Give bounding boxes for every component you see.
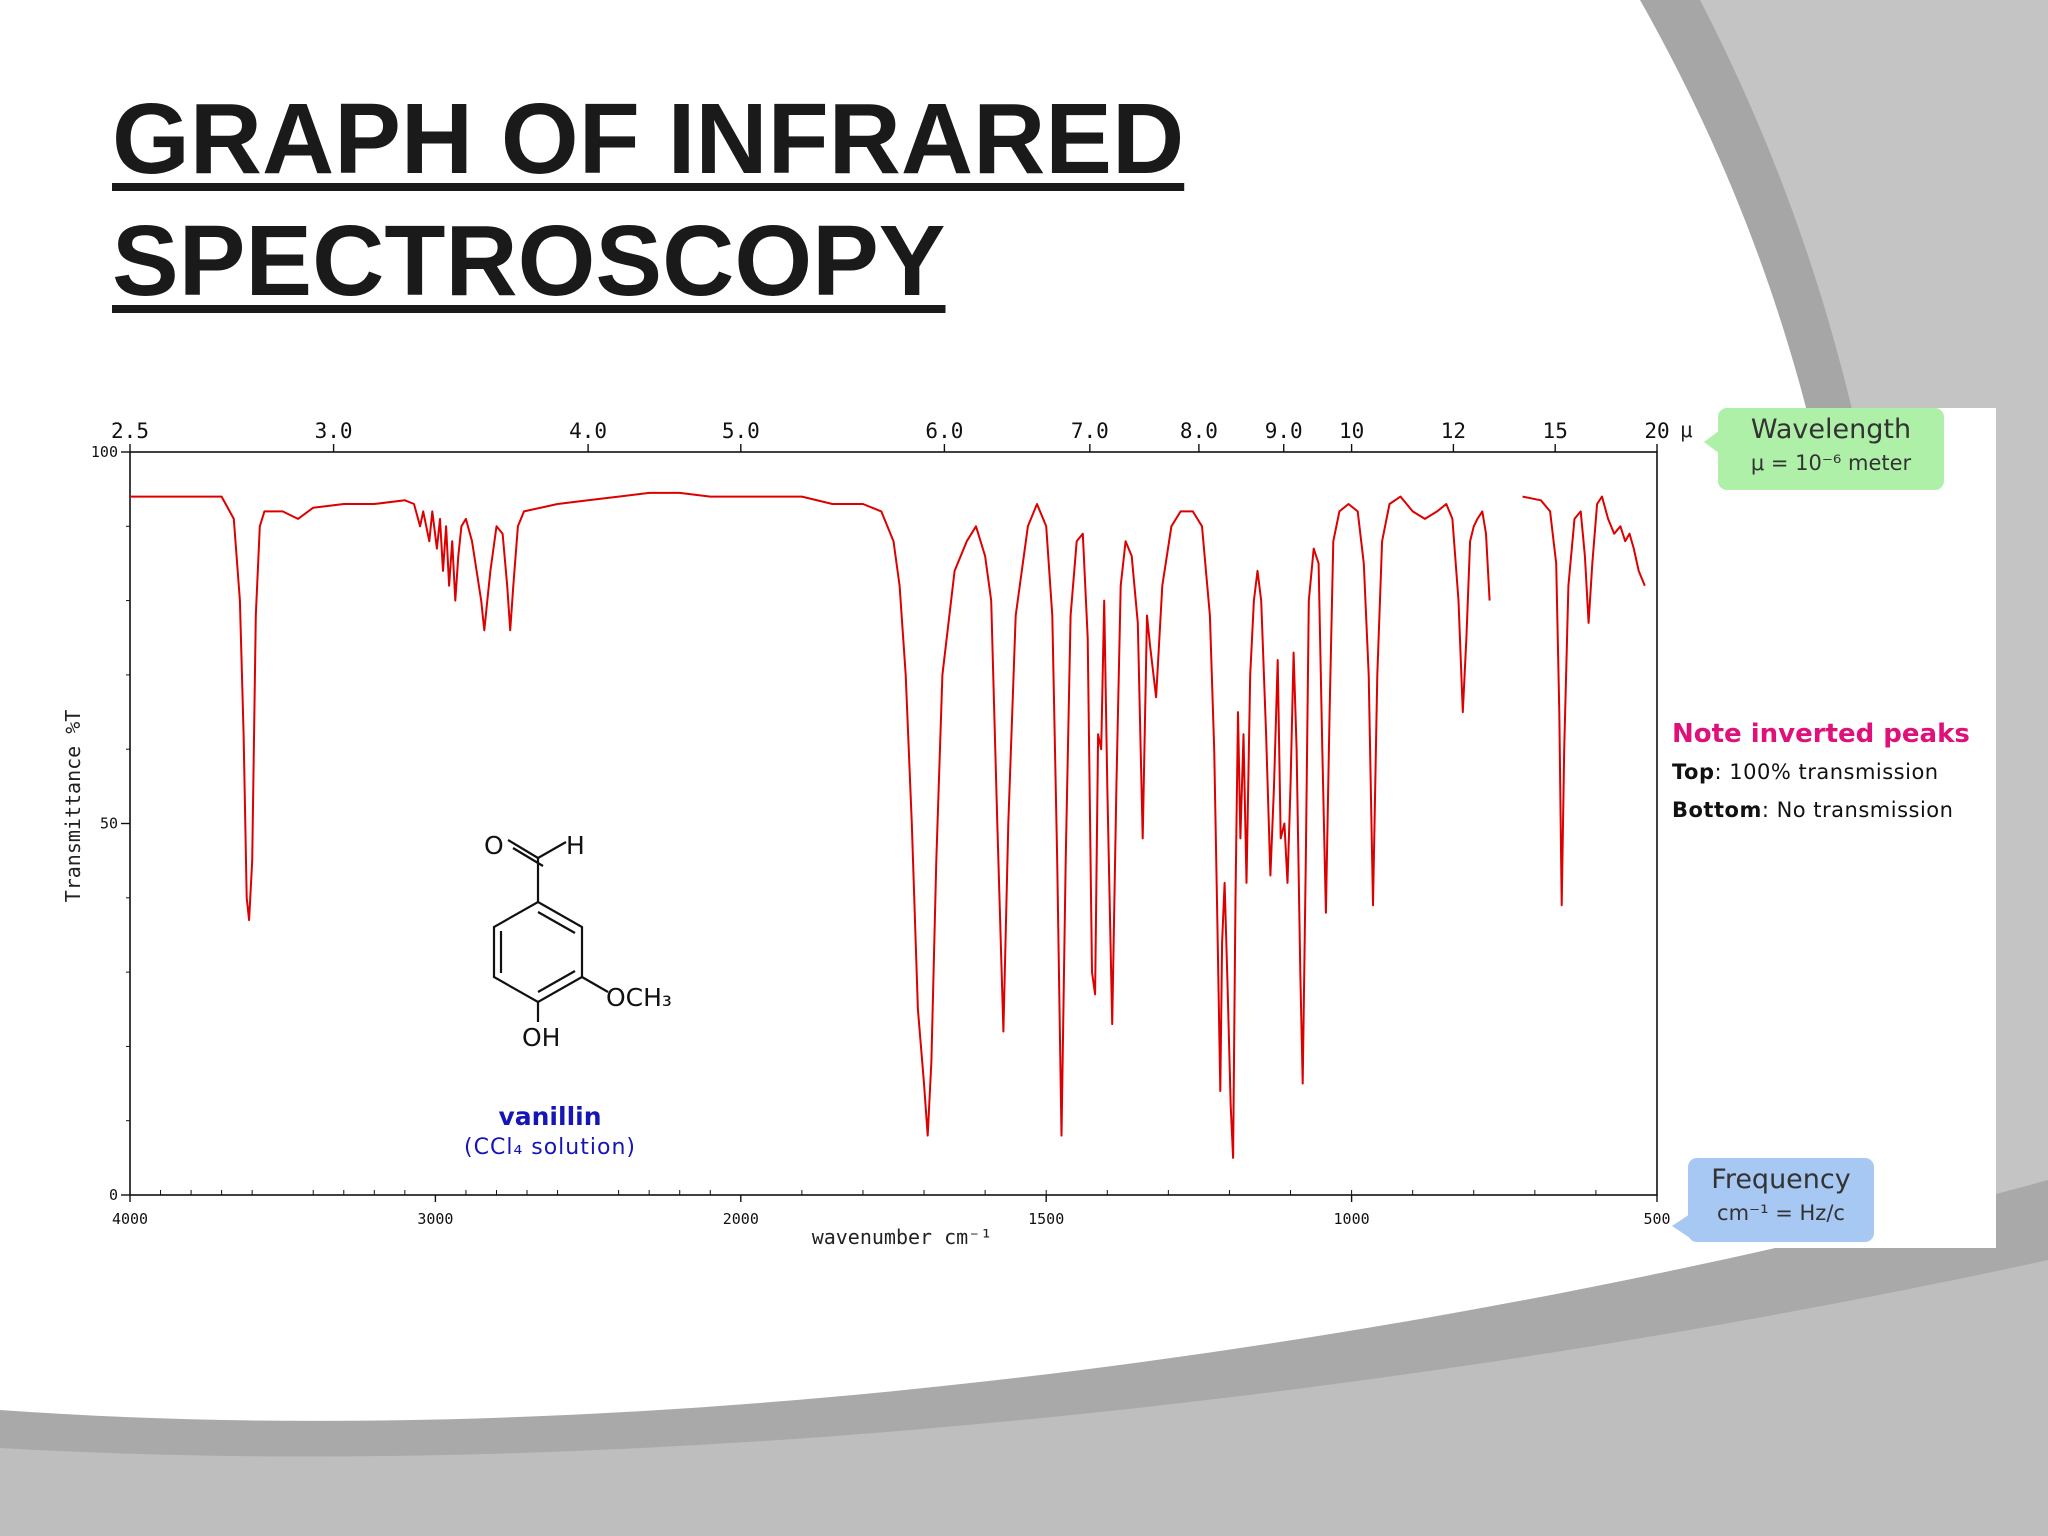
wavelength-callout-title: Wavelength (1750, 414, 1912, 445)
top-tick-label: 7.0 (1071, 419, 1109, 443)
molecule-solvent: (CCl₄ solution) (464, 1135, 636, 1160)
top-tick-label: 3.0 (315, 419, 353, 443)
frequency-callout-title: Frequency (1711, 1164, 1851, 1195)
swoosh-bottom-light (0, 1260, 2048, 1536)
note-top-line: Top: 100% transmission (1672, 760, 1939, 784)
plot-frame (129, 451, 1658, 1196)
ir-spectrum-panel: 4000 3000 2000 1500 1000 500 0 50 100 2.5 3.0 4.0 5.… (60, 408, 1996, 1248)
slide-title-line2: SPECTROSCOPY (112, 205, 946, 317)
atom-h-aldehyde: H (566, 831, 585, 860)
x-tick-label: 1500 (1028, 1210, 1064, 1228)
slide-title: GRAPH OF INFRARED SPECTROSCOPY (112, 78, 1184, 322)
top-tick-label: 6.0 (925, 419, 963, 443)
atom-o-aldehyde: O (484, 831, 504, 860)
vanillin-structure (492, 839, 609, 1022)
note-bottom-label: Bottom (1672, 798, 1762, 822)
frequency-callout: Frequency cm⁻¹ = Hz/c (1688, 1158, 1874, 1242)
frequency-callout-pointer (1672, 1214, 1690, 1238)
wavelength-callout-units: μ = 10⁻⁶ meter (1750, 451, 1912, 475)
molecule-name: vanillin (498, 1102, 602, 1131)
top-tick-label: 8.0 (1180, 419, 1218, 443)
plot-border (129, 451, 1658, 1196)
top-axis-unit: μ (1680, 418, 1693, 442)
top-tick-label: 9.0 (1265, 419, 1303, 443)
y-tick-label: 0 (109, 1186, 118, 1204)
atom-hydroxyl: OH (522, 1023, 560, 1052)
top-tick-label: 5.0 (722, 419, 760, 443)
top-tick-label: 4.0 (569, 419, 607, 443)
wavelength-callout-pointer (1704, 430, 1720, 454)
y-tick-label: 100 (91, 443, 118, 461)
note-top-label: Top (1672, 760, 1715, 784)
top-tick-label: 20 (1644, 419, 1669, 443)
y-axis-label: Transmittance %T (61, 710, 85, 903)
note-heading: Note inverted peaks (1672, 719, 1970, 749)
x-tick-label: 1000 (1334, 1210, 1370, 1228)
top-tick-label: 10 (1339, 419, 1364, 443)
note-bottom-line: Bottom: No transmission (1672, 798, 1953, 822)
x-axis-label: wavenumber cm⁻¹ (812, 1225, 993, 1248)
wavelength-callout: Wavelength μ = 10⁻⁶ meter (1718, 408, 1944, 490)
x-tick-label: 3000 (417, 1210, 453, 1228)
x-tick-label: 2000 (723, 1210, 759, 1228)
note-top-text: : 100% transmission (1714, 760, 1939, 784)
top-tick-label: 2.5 (111, 419, 149, 443)
spectrum-line (130, 491, 1491, 1159)
x-tick-label: 500 (1643, 1210, 1670, 1228)
frequency-callout-units: cm⁻¹ = Hz/c (1717, 1201, 1845, 1225)
top-tick-label: 12 (1441, 419, 1466, 443)
note-bottom-text: : No transmission (1761, 798, 1954, 822)
x-tick-label: 4000 (112, 1210, 148, 1228)
spectrum-line (1522, 495, 1646, 907)
atom-methoxy: OCH₃ (606, 983, 672, 1012)
y-tick-label: 50 (100, 815, 118, 833)
top-tick-label: 15 (1543, 419, 1568, 443)
slide-title-line1: GRAPH OF INFRARED (112, 83, 1185, 195)
